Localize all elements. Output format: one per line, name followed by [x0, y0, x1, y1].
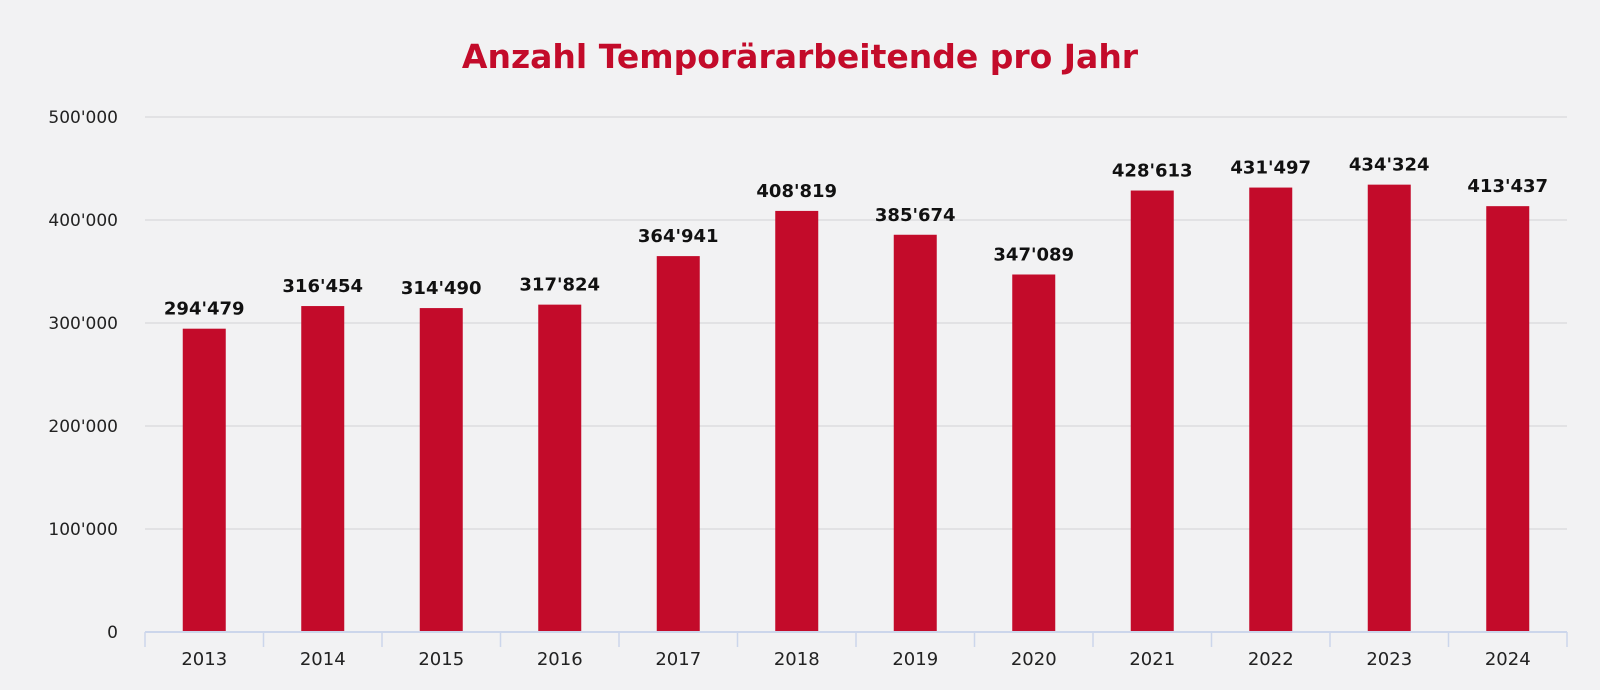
y-axis-tick-labels: 0 100'000 200'000 300'000 400'000 500'000 — [48, 108, 118, 643]
bar — [656, 256, 700, 632]
bar — [1486, 206, 1530, 632]
y-tick-label: 400'000 — [48, 211, 118, 231]
data-label: 413'437 — [1467, 176, 1548, 197]
bar — [1012, 274, 1056, 632]
bar — [182, 328, 226, 632]
x-tick-label: 2019 — [892, 649, 938, 670]
data-labels: 294'479 316'454 314'490 317'824 364'941 408'8… — [164, 155, 1548, 320]
bar — [301, 306, 345, 632]
x-axis: 2013 2014 2015 2016 2017 2018 2019 2020 2021 2022… — [144, 631, 1568, 670]
x-tick-label: 2020 — [1011, 649, 1057, 670]
x-tick-label: 2018 — [774, 649, 820, 670]
bar — [1367, 184, 1411, 632]
data-label: 314'490 — [401, 278, 482, 299]
x-tick-label: 2014 — [300, 649, 346, 670]
y-tick-label: 100'000 — [48, 520, 118, 540]
data-label: 385'674 — [875, 205, 956, 226]
bar — [1130, 190, 1174, 632]
bar — [893, 234, 937, 632]
data-label: 316'454 — [282, 276, 363, 297]
x-tick-label: 2022 — [1248, 649, 1294, 670]
y-tick-label: 300'000 — [48, 314, 118, 334]
y-tick-label: 0 — [107, 623, 118, 643]
data-label: 364'941 — [638, 226, 719, 247]
y-tick-label: 200'000 — [48, 417, 118, 437]
x-tick-label: 2013 — [181, 649, 227, 670]
data-label: 408'819 — [756, 181, 837, 202]
data-label: 317'824 — [519, 275, 600, 296]
bar — [1249, 187, 1293, 632]
y-tick-label: 500'000 — [48, 108, 118, 128]
data-label: 428'613 — [1112, 161, 1193, 182]
bars — [182, 184, 1530, 632]
data-label: 434'324 — [1349, 155, 1430, 176]
data-label: 347'089 — [993, 244, 1074, 265]
gridlines — [145, 116, 1567, 530]
bar — [419, 308, 463, 632]
x-tick-label: 2023 — [1366, 649, 1412, 670]
bar — [538, 304, 582, 632]
x-tick-label: 2015 — [418, 649, 464, 670]
x-tick-label: 2024 — [1485, 649, 1531, 670]
bar — [775, 210, 819, 632]
data-label: 294'479 — [164, 299, 245, 320]
chart-title: Anzahl Temporärarbeitende pro Jahr — [462, 37, 1139, 76]
x-tick-label: 2017 — [655, 649, 701, 670]
x-tick-label: 2021 — [1129, 649, 1175, 670]
x-tick-label: 2016 — [537, 649, 583, 670]
data-label: 431'497 — [1230, 158, 1311, 179]
